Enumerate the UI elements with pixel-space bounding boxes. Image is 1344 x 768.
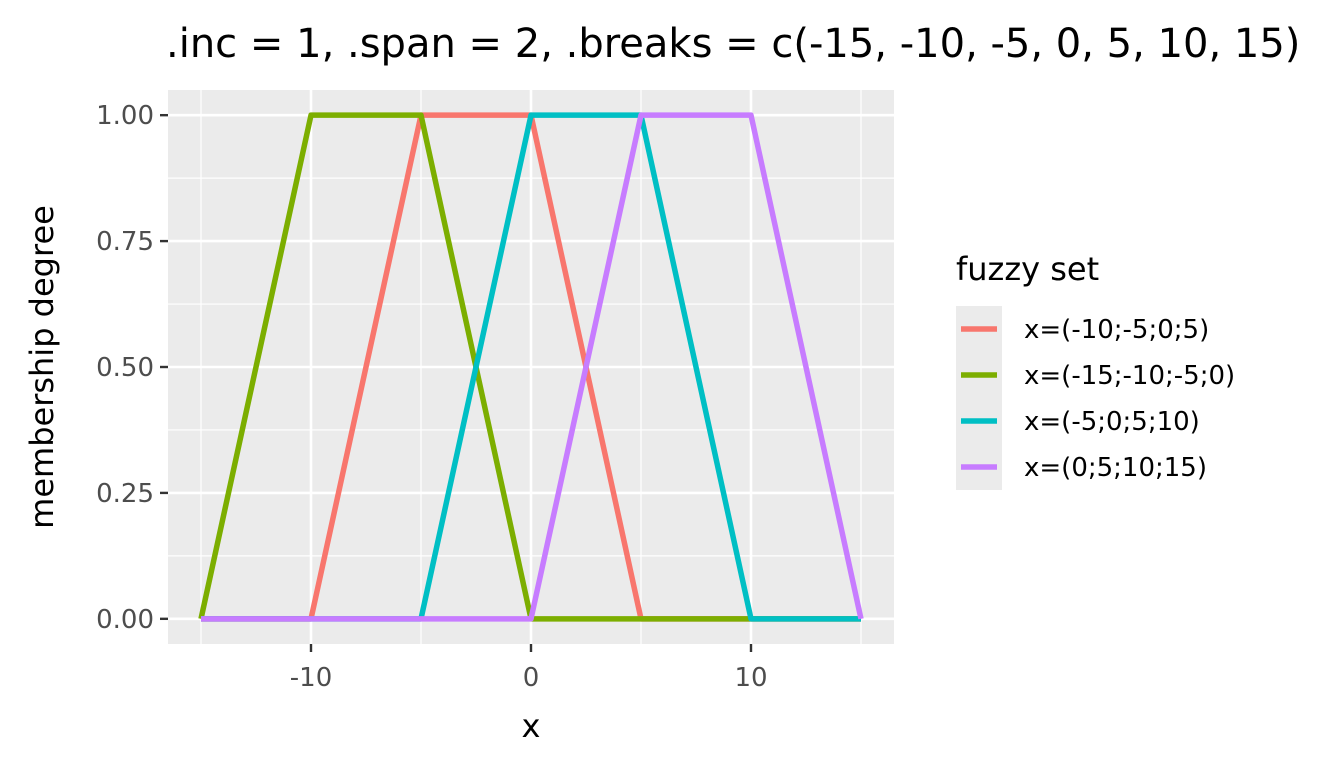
y-tick-label-0: 0.00 — [96, 605, 154, 635]
y-axis-title: membership degree — [23, 205, 61, 529]
x-axis: -10 0 10 — [290, 644, 768, 693]
y-axis: 0.00 0.25 0.50 0.75 1.00 — [96, 101, 168, 635]
series-line-3 — [201, 112, 864, 622]
legend-label-2: x=(-5;0;5;10) — [1024, 407, 1200, 437]
chart-title: .inc = 1, .span = 2, .breaks = c(-15, -1… — [166, 21, 1300, 67]
legend-label-0: x=(-10;-5;0;5) — [1024, 315, 1209, 345]
y-tick-label-2: 0.50 — [96, 353, 154, 383]
legend-items: x=(-10;-5;0;5) x=(-15;-10;-5;0) x=(-5;0;5;… — [956, 306, 1235, 490]
legend: fuzzy set x=(-10;-5;0;5) x=(-15;-10;-5;0)… — [956, 250, 1235, 490]
x-axis-title: x — [522, 707, 541, 745]
x-tick-label-1: 0 — [523, 663, 540, 693]
series-lines — [198, 112, 864, 622]
legend-title: fuzzy set — [956, 250, 1099, 288]
y-tick-label-1: 0.25 — [96, 479, 154, 509]
y-tick-label-3: 0.75 — [96, 227, 154, 257]
x-tick-label-2: 10 — [734, 663, 767, 693]
legend-label-3: x=(0;5;10;15) — [1024, 453, 1207, 483]
legend-label-1: x=(-15;-10;-5;0) — [1024, 361, 1235, 391]
y-tick-label-4: 1.00 — [96, 101, 154, 131]
x-tick-label-0: -10 — [290, 663, 332, 693]
